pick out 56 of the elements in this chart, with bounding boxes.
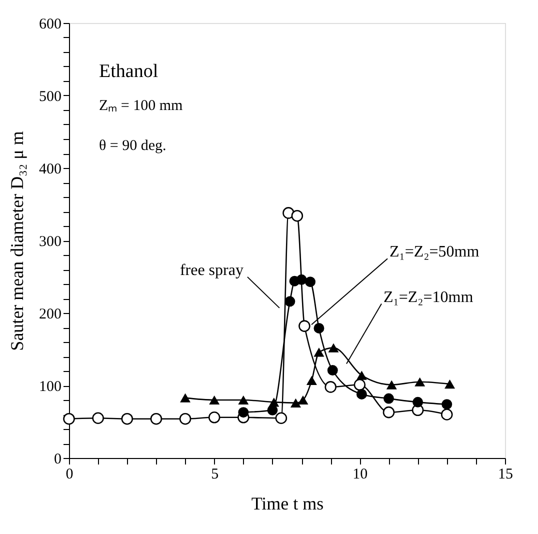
point [305, 276, 316, 288]
point [208, 412, 220, 424]
point [354, 378, 366, 391]
point [356, 370, 367, 380]
point [383, 393, 394, 404]
y-tick-label: 0 [54, 452, 62, 468]
y-tick-label: 400 [39, 162, 62, 178]
point [179, 412, 192, 425]
point [414, 377, 426, 386]
point [290, 398, 301, 408]
point [238, 395, 249, 405]
point [440, 408, 453, 420]
point [327, 365, 338, 376]
y-tick-label: 600 [39, 16, 62, 32]
y-tick-label: 200 [39, 306, 62, 322]
point [63, 412, 75, 425]
x-tick-label: 5 [211, 466, 219, 482]
point [268, 398, 280, 407]
point [291, 210, 304, 222]
point [92, 412, 104, 424]
y-tick-label: 100 [39, 379, 62, 395]
point [306, 376, 317, 385]
y-tick-label: 500 [39, 89, 62, 105]
x-tick-label: 15 [498, 466, 513, 482]
annotation: Ethanol [99, 61, 158, 82]
x-axis-title: Time t ms [251, 494, 324, 514]
point [238, 407, 249, 418]
point [356, 388, 367, 400]
y-tick-label: 300 [39, 234, 62, 250]
point [209, 395, 220, 405]
point [444, 380, 456, 389]
x-tick-label: 10 [352, 466, 368, 482]
point [275, 412, 288, 424]
point [298, 320, 310, 332]
point [284, 296, 296, 307]
point [314, 322, 324, 334]
text: Z₁=Z₂=50mm [390, 244, 480, 261]
x-tick-label: 0 [66, 466, 74, 482]
point [442, 399, 452, 410]
text: free spray [180, 262, 244, 279]
point [382, 406, 395, 418]
point [324, 381, 336, 393]
point [386, 380, 397, 390]
annotation: θ = 90 deg. [99, 138, 166, 154]
text: Z₁=Z₂=10mm [384, 288, 474, 306]
y-axis-title: Sauter mean diameter D₃₂ μ m [7, 131, 27, 351]
point [150, 412, 162, 425]
point [298, 395, 308, 405]
point [282, 207, 294, 219]
point [328, 343, 339, 352]
point [412, 396, 424, 408]
annotation: Zₘ = 100 mm [99, 98, 184, 114]
point [296, 274, 307, 285]
point [121, 412, 134, 425]
point [180, 393, 191, 402]
point [314, 348, 324, 357]
